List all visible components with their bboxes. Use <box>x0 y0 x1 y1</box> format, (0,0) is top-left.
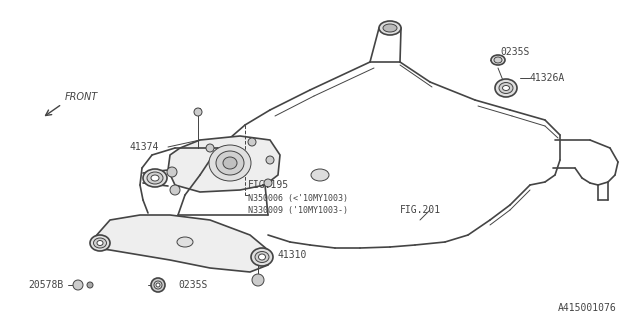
Ellipse shape <box>495 79 517 97</box>
Ellipse shape <box>90 235 110 251</box>
Ellipse shape <box>143 169 167 187</box>
Circle shape <box>156 283 160 287</box>
Circle shape <box>252 274 264 286</box>
Circle shape <box>266 156 274 164</box>
Circle shape <box>167 167 177 177</box>
Circle shape <box>248 138 256 146</box>
Circle shape <box>87 282 93 288</box>
Polygon shape <box>95 215 268 272</box>
Ellipse shape <box>311 169 329 181</box>
Ellipse shape <box>216 151 244 175</box>
Ellipse shape <box>209 145 251 181</box>
Ellipse shape <box>502 85 509 91</box>
Text: N350006 (<'10MY1003): N350006 (<'10MY1003) <box>248 194 348 203</box>
Circle shape <box>170 185 180 195</box>
Ellipse shape <box>491 55 505 65</box>
Text: 20578B: 20578B <box>28 280 63 290</box>
Ellipse shape <box>494 57 502 63</box>
Ellipse shape <box>151 175 159 181</box>
Text: 41326A: 41326A <box>530 73 565 83</box>
Circle shape <box>73 280 83 290</box>
Ellipse shape <box>223 157 237 169</box>
Text: 0235S: 0235S <box>500 47 529 57</box>
Circle shape <box>264 179 272 187</box>
Text: 41310: 41310 <box>278 250 307 260</box>
Circle shape <box>206 144 214 152</box>
Ellipse shape <box>379 21 401 35</box>
Text: 0235S: 0235S <box>178 280 207 290</box>
Polygon shape <box>168 136 280 192</box>
Text: FRONT: FRONT <box>65 92 99 102</box>
Circle shape <box>194 108 202 116</box>
Circle shape <box>154 281 162 289</box>
Ellipse shape <box>97 241 103 245</box>
Text: FIG.195: FIG.195 <box>248 180 289 190</box>
Ellipse shape <box>255 252 269 262</box>
Ellipse shape <box>499 83 513 93</box>
Text: A415001076: A415001076 <box>558 303 617 313</box>
Ellipse shape <box>251 248 273 266</box>
Text: N330009 ('10MY1003-): N330009 ('10MY1003-) <box>248 205 348 214</box>
Text: 41374: 41374 <box>130 142 159 152</box>
Ellipse shape <box>383 24 397 32</box>
Ellipse shape <box>177 237 193 247</box>
Ellipse shape <box>259 254 266 260</box>
Text: FIG.201: FIG.201 <box>400 205 441 215</box>
Ellipse shape <box>93 238 106 248</box>
Circle shape <box>151 278 165 292</box>
Ellipse shape <box>147 172 163 184</box>
